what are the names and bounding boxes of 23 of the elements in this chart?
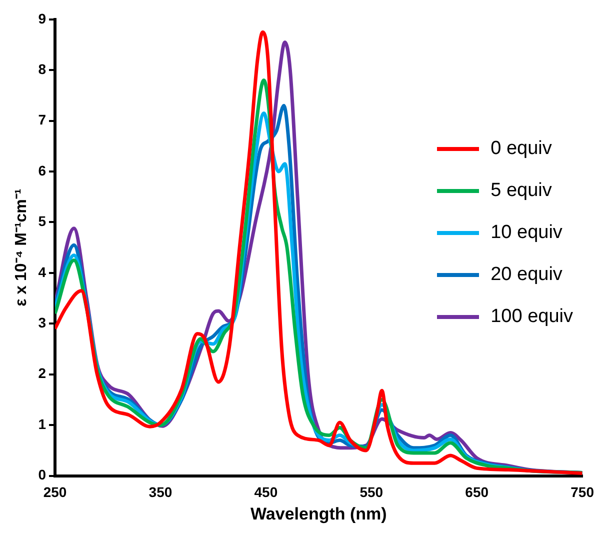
x-tick-label: 350 [148,484,172,500]
y-tick-label: 7 [38,112,46,128]
y-tick-label: 6 [38,162,46,178]
legend-label: 0 equiv [490,138,552,160]
y-axis-title: ε x 10⁻⁴ M⁻¹cm⁻¹ [13,188,30,306]
x-tick-label: 650 [465,484,489,500]
y-tick-label: 3 [38,314,46,331]
legend-label: 5 equiv [490,180,552,202]
x-tick-label: 550 [360,484,384,500]
legend-label: 100 equiv [490,306,573,328]
x-tick-label: 250 [43,484,67,500]
y-tick-label: 9 [38,10,46,26]
y-tick-label: 0 [38,466,46,483]
y-tick-label: 5 [38,213,46,230]
x-tick-label: 750 [570,484,594,500]
y-tick-label: 2 [38,365,46,382]
y-tick-label: 4 [38,264,46,280]
legend-label: 10 equiv [490,222,562,244]
legend-label: 20 equiv [490,264,562,286]
y-tick-label: 8 [38,60,46,77]
x-axis-title: Wavelength (nm) [250,504,387,524]
x-tick-label: 450 [254,484,278,500]
y-tick-label: 1 [38,416,46,432]
